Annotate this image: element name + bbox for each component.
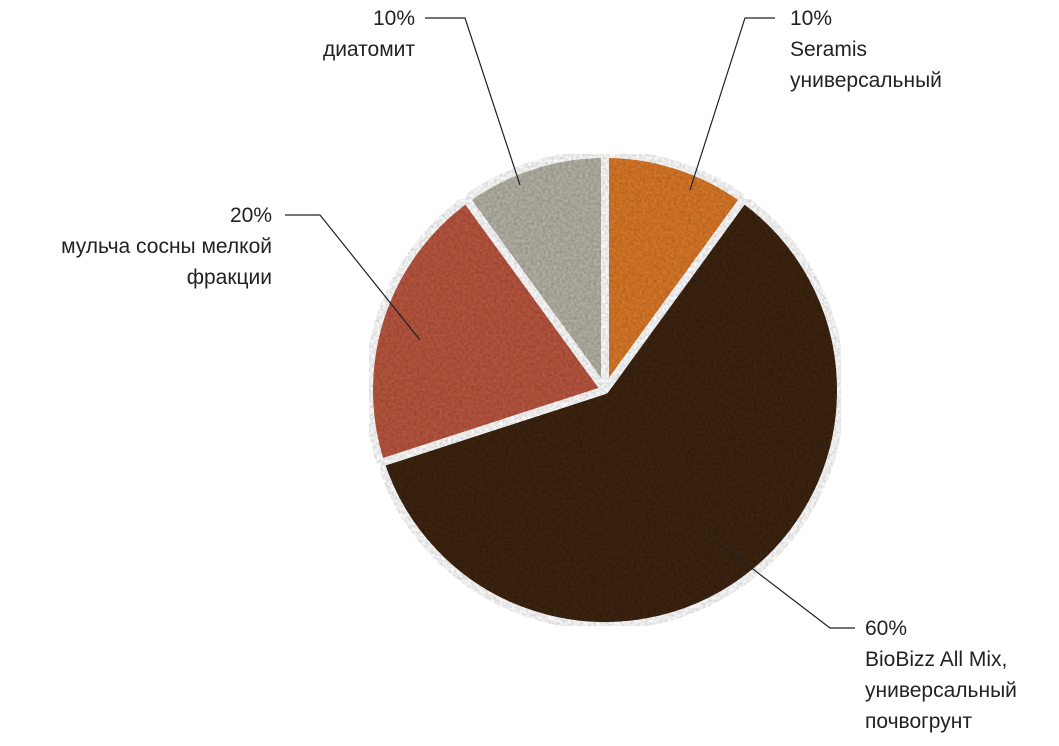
- pie-slice: [601, 150, 748, 394]
- slice-label: 60% BioBizz All Mix, универсальный почвог…: [865, 613, 1055, 737]
- pie: [365, 150, 845, 630]
- leader-line: [714, 539, 855, 629]
- leader-line: [425, 17, 521, 186]
- slice-label: 20% мульча сосны мелкой фракции: [0, 200, 272, 293]
- slice-label: 10% диатомит: [200, 3, 415, 65]
- category-label: BioBizz All Mix, универсальный почвогрун…: [865, 648, 1017, 733]
- value-label: 60%: [865, 617, 908, 640]
- category-label: мульча сосны мелкой фракции: [61, 235, 272, 289]
- pie-slice: [462, 150, 609, 394]
- leader-line: [689, 17, 775, 191]
- slice-label: 10% Seramis универсальный: [790, 3, 970, 96]
- pie-slice: [376, 195, 845, 630]
- category-label: диатомит: [322, 38, 415, 61]
- category-label: Seramis универсальный: [790, 38, 942, 92]
- value-label: 10%: [372, 7, 415, 30]
- value-label: 10%: [790, 7, 833, 30]
- value-label: 20%: [229, 204, 272, 227]
- leader-line: [285, 214, 421, 341]
- pie-slice: [365, 195, 609, 467]
